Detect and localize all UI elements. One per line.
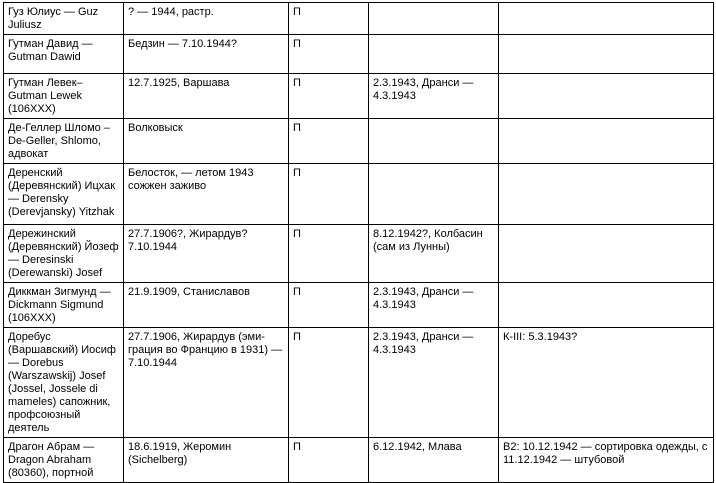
table-cell-notes: В2: 10.12.1942 — сортировка одежды, с 11… [498, 437, 714, 483]
table-cell-transport: 2.3.1943, Дранси — 4.3.1943 [368, 73, 499, 119]
table-cell-birth: 21.9.1909, Станиславов [123, 282, 289, 328]
table-cell-birth: Волковыск [123, 118, 289, 164]
table-cell-mark: П [288, 163, 369, 225]
table-cell-name: Деренский (Деревянский) Ицхак — Derensky… [3, 163, 124, 225]
table-cell-transport [368, 163, 499, 225]
table-cell-mark: П [288, 2, 369, 35]
table-cell-notes [498, 163, 714, 225]
table-row: Гутман Левек– Gutman Lewek (106XXX) 12.7… [3, 73, 714, 119]
table-cell-name: Доребус (Варшавский) Иосиф — Dorebus (Wa… [3, 327, 124, 438]
table-cell-mark: П [288, 282, 369, 328]
table-cell-name: Диккман Зигмунд — Dickmann Sigmund (106X… [3, 282, 124, 328]
table-cell-transport: 8.12.1942?, Колбасин (сам из Лунны) [368, 224, 499, 283]
table-cell-name: Гуз Юлиус — Guz Juliusz [3, 2, 124, 35]
table-cell-name: Дережинский (Деревянский) Йозеф — Deresi… [3, 224, 124, 283]
table-cell-transport [368, 118, 499, 164]
table-cell-notes [498, 118, 714, 164]
table-cell-mark: П [288, 73, 369, 119]
table-cell-mark: П [288, 437, 369, 483]
table-cell-mark: П [288, 224, 369, 283]
table-cell-notes [498, 224, 714, 283]
table-cell-birth: 12.7.1925, Варшава [123, 73, 289, 119]
table-cell-transport [368, 34, 499, 74]
table-cell-transport: 2.3.1943, Дранси — 4.3.1943 [368, 327, 499, 438]
table-row: Драгон Абрам — Dragon Abraham (80360), п… [3, 437, 714, 483]
table-cell-notes [498, 2, 714, 35]
table-cell-name: Драгон Абрам — Dragon Abraham (80360), п… [3, 437, 124, 483]
table-cell-name: Де-Геллер Шломо –De-Geller, Shlomo, адво… [3, 118, 124, 164]
table-cell-mark: П [288, 34, 369, 74]
table-cell-transport [368, 2, 499, 35]
table-cell-notes [498, 34, 714, 74]
table-row: Де-Геллер Шломо –De-Geller, Shlomo, адво… [3, 118, 714, 164]
table-cell-birth: Бедзин — 7.10.1944? [123, 34, 289, 74]
table-row: Гуз Юлиус — Guz Juliusz ? — 1944, растр.… [3, 2, 714, 35]
table-cell-birth: 27.7.1906, Жирардув (эми­грация во Франц… [123, 327, 289, 438]
table-cell-notes [498, 282, 714, 328]
table-cell-birth: 27.7.1906?, Жирардув? 7.10.1944 [123, 224, 289, 283]
table-row: Дережинский (Деревянский) Йозеф — Deresi… [3, 224, 714, 283]
table-row: Деренский (Деревянский) Ицхак — Derensky… [3, 163, 714, 225]
table-cell-transport: 2.3.1943, Дранси — 4.3.1943 [368, 282, 499, 328]
biographical-table: Гуз Юлиус — Guz Juliusz ? — 1944, растр.… [3, 2, 714, 483]
table-cell-birth: ? — 1944, растр. [123, 2, 289, 35]
table-row: Гутман Давид — Gutman Dawid Бедзин — 7.1… [3, 34, 714, 74]
table-cell-mark: П [288, 118, 369, 164]
table-cell-notes [498, 73, 714, 119]
table-cell-birth: 18.6.1919, Жеромин (Sichelberg) [123, 437, 289, 483]
table-cell-name: Гутман Левек– Gutman Lewek (106XXX) [3, 73, 124, 119]
table-cell-birth: Белосток, — летом 1943 сожжен заживо [123, 163, 289, 225]
table-row: Доребус (Варшавский) Иосиф — Dorebus (Wa… [3, 327, 714, 438]
table-row: Диккман Зигмунд — Dickmann Sigmund (106X… [3, 282, 714, 328]
table-cell-notes: К-III: 5.3.1943? [498, 327, 714, 438]
table-cell-transport: 6.12.1942, Млава [368, 437, 499, 483]
table-cell-name: Гутман Давид — Gutman Dawid [3, 34, 124, 74]
table-cell-mark: П [288, 327, 369, 438]
